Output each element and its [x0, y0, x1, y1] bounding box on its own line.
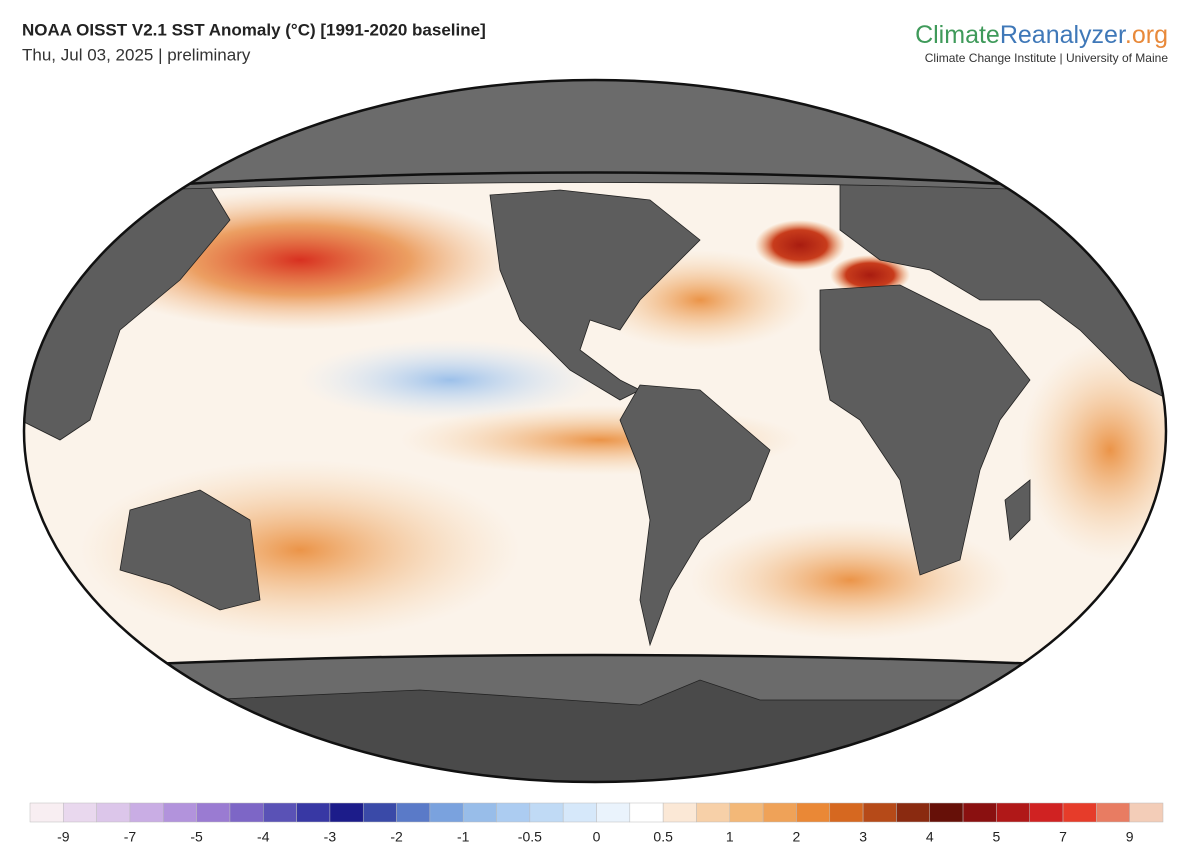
- logo-part: .org: [1125, 21, 1168, 49]
- colorbar-tick-label: 0: [593, 829, 601, 845]
- colorbar-box: [96, 802, 131, 823]
- colorbar-tick-label: -3: [324, 829, 337, 845]
- colorbar-box: [829, 802, 864, 823]
- colorbar-box: [229, 802, 264, 823]
- anomaly-patch: [830, 255, 910, 295]
- colorbar-box: [662, 802, 697, 823]
- colorbar-tick-label: -0.5: [518, 829, 542, 845]
- logo-part: Climate: [915, 21, 1000, 49]
- anomaly-patch: [1020, 340, 1166, 560]
- colorbar-tick-label: 5: [992, 829, 1000, 845]
- anomaly-patch: [300, 340, 600, 420]
- colorbar-box: [996, 802, 1030, 823]
- subtitle: Thu, Jul 03, 2025 | preliminary: [22, 45, 251, 64]
- colorbar-tick-label: -7: [124, 829, 137, 845]
- arctic-mask: [24, 80, 1166, 196]
- colorbar-box: [462, 802, 497, 823]
- africa: [819, 284, 1031, 576]
- north-america: [489, 189, 701, 401]
- colorbar-tick-label: 4: [926, 829, 934, 845]
- colorbar-box: [762, 802, 797, 823]
- globe-outline: [22, 78, 1168, 784]
- colorbar-tick-label: 0.5: [653, 829, 673, 845]
- colorbar-box: [596, 802, 631, 823]
- colorbar-box: [1029, 802, 1064, 823]
- colorbar-box: [729, 802, 764, 823]
- australia: [119, 489, 261, 611]
- colorbar-box: [63, 802, 97, 823]
- colorbar-box: [196, 802, 231, 823]
- colorbar-box: [562, 802, 597, 823]
- colorbar-box: [496, 802, 531, 823]
- colorbar-tick-label: 7: [1059, 829, 1067, 845]
- institute: Climate Change Institute | University of…: [925, 51, 1169, 65]
- colorbar-box: [429, 802, 464, 823]
- colorbar-box: [396, 802, 431, 823]
- title: NOAA OISST V2.1 SST Anomaly (°C) [1991-2…: [22, 20, 486, 39]
- colorbar-box: [796, 802, 831, 823]
- colorbar-tick-label: -5: [190, 829, 203, 845]
- colorbar-tick-label: 2: [793, 829, 801, 845]
- anomaly-patch: [755, 220, 845, 270]
- colorbar-box: [962, 802, 997, 823]
- colorbar-box: [1062, 802, 1097, 823]
- colorbar-box: [862, 802, 897, 823]
- colorbar-tick-label: 9: [1126, 829, 1134, 845]
- madagascar: [1004, 479, 1031, 541]
- logo-part: Reanalyzer: [1000, 21, 1126, 49]
- colorbar-tick-label: -1: [457, 829, 470, 845]
- colorbar: -9 -7 -5 -4 -3 -2 -1 -0.5 0 0.5 1 2 3 4 5 7 9: [29, 802, 1164, 845]
- colorbar-tick-label: 3: [859, 829, 867, 845]
- colorbar-box: [629, 802, 664, 823]
- colorbar-box: [296, 802, 331, 823]
- colorbar-tick-label: -4: [257, 829, 270, 845]
- colorbar-box: [263, 802, 297, 823]
- colorbar-box: [929, 802, 964, 823]
- colorbar-box: [362, 802, 397, 823]
- colorbar-box: [696, 802, 731, 823]
- logo: ClimateReanalyzer.org: [915, 21, 1168, 49]
- south-america: [619, 384, 771, 647]
- map: [24, 80, 1166, 782]
- colorbar-tick-label: -9: [57, 829, 70, 845]
- colorbar-box: [29, 802, 64, 823]
- colorbar-tick-label: 1: [726, 829, 734, 845]
- colorbar-box: [129, 802, 164, 823]
- colorbar-box: [896, 802, 930, 823]
- colorbar-box: [329, 802, 364, 823]
- colorbar-box: [163, 802, 197, 823]
- colorbar-box: [1096, 802, 1130, 823]
- colorbar-tick-label: -2: [390, 829, 403, 845]
- colorbar-box: [1129, 802, 1164, 823]
- colorbar-box: [529, 802, 564, 823]
- antarctic-boundary: [24, 653, 1166, 672]
